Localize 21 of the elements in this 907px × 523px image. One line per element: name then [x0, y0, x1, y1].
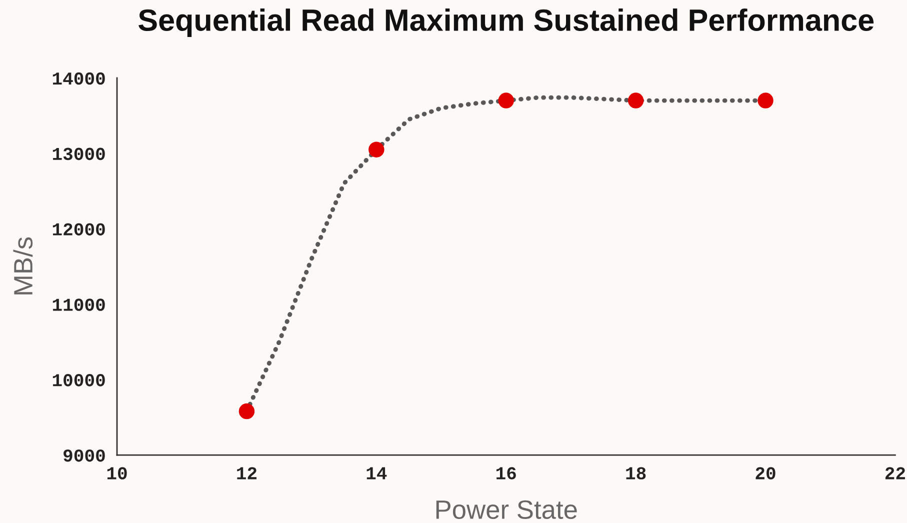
x-tick-label: 12 [237, 467, 256, 480]
point [628, 92, 644, 108]
x-tick-label: 18 [626, 467, 646, 480]
x-tick-label: 10 [107, 467, 127, 480]
y-tick-label: 14000 [52, 72, 105, 85]
x-tick-label: 20 [756, 467, 776, 480]
chart-title: Sequential Read Maximum Sustained Performance [138, 8, 874, 38]
y-axis-title: MB/s [13, 237, 33, 294]
point [758, 92, 774, 108]
x-axis-title: Power State [436, 500, 577, 519]
y-tick-label: 9000 [64, 449, 105, 462]
y-tick-label: 12000 [52, 223, 105, 236]
x-tick-label: 22 [885, 467, 905, 480]
x-tick-label: 14 [366, 467, 387, 480]
point [238, 403, 255, 420]
y-tick-label: 10000 [52, 374, 105, 386]
y-tick-label: 13000 [52, 148, 105, 160]
x-tick-label: 16 [496, 467, 516, 480]
point [368, 142, 384, 158]
y-tick-label: 11000 [52, 298, 105, 311]
point [498, 92, 514, 108]
